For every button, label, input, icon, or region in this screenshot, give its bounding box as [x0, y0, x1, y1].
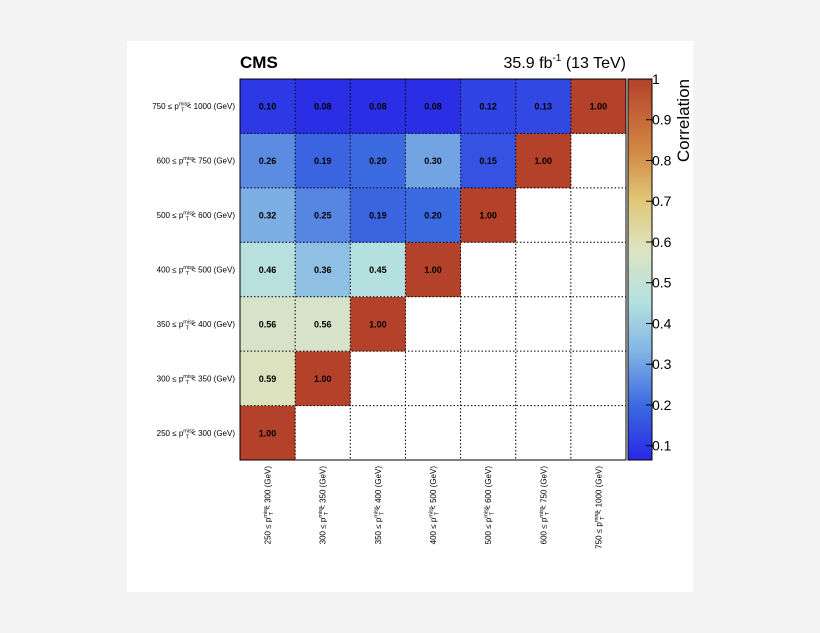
x-axis-tick-labels: 250 ≤ pmissT < 300 (GeV) 300 ≤ pmissT < 3… — [263, 466, 606, 549]
y-tick-label: 600 ≤ pmiss T < 750 (GeV) — [157, 156, 236, 168]
heatmap-cell — [240, 133, 296, 189]
plot-frame — [239, 78, 627, 461]
cell-value-label: 1.00 — [590, 102, 608, 112]
heatmap-cell — [240, 187, 296, 243]
heatmap-cells — [240, 79, 627, 461]
colorbar-tick-label: 0.9 — [652, 112, 672, 128]
heatmap-cell — [460, 133, 517, 189]
cell-value-label: 0.15 — [479, 156, 497, 166]
cell-value-label: 0.08 — [424, 102, 442, 112]
heatmap-cell — [570, 79, 627, 134]
colorbar — [627, 78, 653, 461]
heatmap-cell — [350, 79, 406, 134]
cell-value-label: 0.13 — [535, 102, 553, 112]
heatmap-cell — [350, 296, 406, 352]
cell-value-label: 1.00 — [259, 428, 277, 438]
y-tick-label: 500 ≤ pmiss T < 600 (GeV) — [157, 211, 236, 223]
y-tick-label: 400 ≤ pmiss T < 500 (GeV) — [157, 265, 236, 277]
colorbar-tick-label: 0.7 — [652, 193, 672, 209]
colorbar-tick-label: 0.5 — [652, 275, 672, 291]
heatmap-cell — [515, 79, 572, 134]
cell-value-label: 0.30 — [424, 156, 442, 166]
x-tick-label: 600 ≤ pmissT < 750 (GeV) — [539, 466, 551, 545]
heatmap-cell — [460, 79, 517, 134]
y-tick-label: 750 ≤ pmiss T < 1000 (GeV) — [152, 102, 235, 114]
x-tick-label: 250 ≤ pmissT < 300 (GeV) — [263, 466, 275, 545]
cell-value-label: 1.00 — [369, 319, 387, 329]
cell-value-label: 0.46 — [259, 265, 277, 275]
heatmap-cell — [515, 133, 572, 189]
cell-value-label: 1.00 — [314, 374, 332, 384]
colorbar-tick-label: 0.8 — [652, 152, 672, 168]
colorbar-tick-label: 0.2 — [652, 397, 672, 413]
luminosity-label: 35.9 fb-1 (13 TeV) — [504, 53, 626, 72]
heatmap-cell — [350, 242, 406, 298]
colorbar-tick-label: 0.4 — [652, 315, 672, 331]
x-tick-label: 350 ≤ pmissT < 400 (GeV) — [373, 466, 385, 545]
y-axis-tick-labels: 250 ≤ pmiss T < 300 (GeV) 300 ≤ pmiss T < 3… — [152, 102, 235, 441]
cell-value-label: 0.32 — [259, 211, 277, 221]
heatmap-cell — [240, 242, 296, 298]
heatmap-cell — [405, 133, 461, 189]
x-tick-label: 300 ≤ pmissT < 350 (GeV) — [318, 466, 330, 545]
y-tick-label: 350 ≤ pmiss T < 400 (GeV) — [157, 319, 236, 331]
colorbar-tick-label: 0.6 — [652, 234, 672, 250]
cell-value-label: 0.56 — [259, 319, 277, 329]
y-tick-label: 250 ≤ pmiss T < 300 (GeV) — [157, 428, 236, 440]
colorbar-tick-label: 1 — [652, 71, 660, 87]
heatmap-cell — [295, 296, 351, 352]
heatmap-cell — [295, 351, 351, 406]
cell-value-label: 0.12 — [479, 102, 497, 112]
heatmap-cell — [240, 296, 296, 352]
cell-value-label: 0.45 — [369, 265, 387, 275]
colorbar-tick-label: 0.1 — [652, 438, 672, 454]
cell-value-label: 0.26 — [259, 156, 277, 166]
heatmap-cell — [405, 187, 461, 243]
cell-value-label: 0.08 — [314, 102, 332, 112]
heatmap-cell — [295, 187, 351, 243]
heatmap-cell — [350, 187, 406, 243]
heatmap-cell — [240, 405, 296, 461]
cell-value-label: 0.25 — [314, 211, 332, 221]
x-tick-label: 400 ≤ pmissT < 500 (GeV) — [429, 466, 441, 545]
cell-value-label: 1.00 — [424, 265, 442, 275]
heatmap-cell — [405, 79, 461, 134]
heatmap-cell — [460, 187, 517, 243]
cell-value-label: 0.10 — [259, 102, 277, 112]
heatmap-cell — [295, 242, 351, 298]
cell-value-label: 1.00 — [535, 156, 553, 166]
heatmap-cell — [240, 79, 296, 134]
cell-value-label: 0.08 — [369, 102, 387, 112]
x-tick-label: 750 ≤ pmissT < 1000 (GeV) — [594, 466, 606, 549]
x-tick-label: 500 ≤ pmissT < 600 (GeV) — [484, 466, 496, 545]
colorbar-title: Correlation — [674, 79, 693, 162]
cell-value-label: 0.20 — [424, 211, 442, 221]
cell-value-label: 0.59 — [259, 374, 277, 384]
heatmap-cell — [240, 351, 296, 406]
cell-value-label: 1.00 — [479, 211, 497, 221]
experiment-label: CMS — [240, 53, 278, 72]
heatmap-cell — [295, 133, 351, 189]
cell-value-label: 0.56 — [314, 319, 332, 329]
cell-value-label: 0.19 — [369, 211, 387, 221]
heatmap-cell — [350, 133, 406, 189]
cell-value-label: 0.20 — [369, 156, 387, 166]
cell-value-label: 0.19 — [314, 156, 332, 166]
grid-lines — [240, 79, 626, 460]
cell-value-labels: 1.00 0.59 1.00 0.56 0.56 1.00 0.46 0.36 0.45 1.00… — [259, 102, 607, 439]
heatmap-cell — [295, 79, 351, 134]
colorbar-tick-label: 0.3 — [652, 356, 672, 372]
y-tick-label: 300 ≤ pmiss T < 350 (GeV) — [157, 374, 236, 386]
colorbar-ticks: 1 0.9 0.8 0.7 0.6 0.5 0.4 0.3 0.2 0.1 — [646, 71, 672, 454]
heatmap-cell — [405, 242, 461, 298]
cell-value-label: 0.36 — [314, 265, 332, 275]
